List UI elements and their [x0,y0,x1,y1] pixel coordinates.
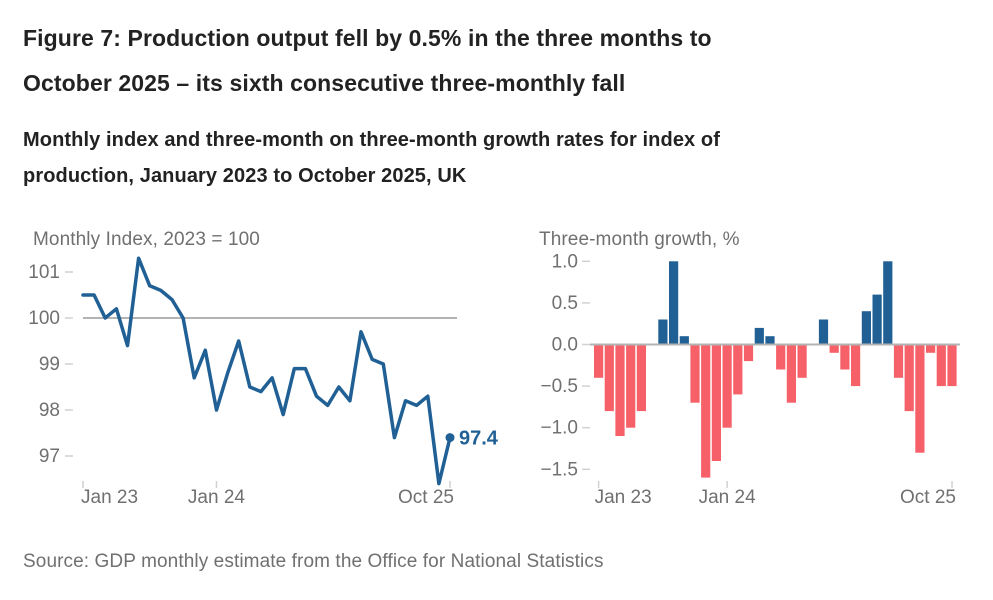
line-chart-title: Monthly Index, 2023 = 100 [33,229,260,250]
growth-bar-negative [711,344,721,461]
y-axis-label: −0.5 [540,376,578,397]
bar-chart-title: Three-month growth, % [539,229,740,250]
x-axis-label: Oct 25 [900,487,956,508]
growth-bar-positive [679,336,689,345]
end-point-value-label: 97.4 [459,428,499,450]
y-axis-label: −1.0 [540,418,578,439]
figure-title-line1: Figure 7: Production output fell by 0.5%… [23,25,712,51]
growth-bar-negative [626,344,636,428]
growth-bar-negative [615,344,625,436]
monthly-index-line-series [81,256,452,486]
figure-title-line2: October 2025 – its sixth consecutive thr… [23,70,626,96]
x-axis-label: Jan 24 [699,487,756,508]
growth-bar-negative [786,344,796,403]
figure-subtitle: Monthly index and three-month on three-m… [23,122,903,194]
growth-bar-negative [936,344,946,387]
growth-bar-positive [765,336,775,345]
y-axis-label: 101 [28,262,60,283]
growth-bar-positive [861,311,871,345]
growth-bar-positive [754,327,764,345]
y-axis-label: 98 [39,400,60,421]
source-note: Source: GDP monthly estimate from the Of… [23,551,604,572]
growth-bar-negative [636,344,646,412]
growth-bar-negative [851,344,861,387]
line-chart-monthly-index: 101 100 99 98 97 Jan 23 Jan 24 Oct 25 97.4 [28,256,499,508]
y-axis-label: 0.5 [552,293,578,314]
y-axis-label: 97 [39,446,60,467]
x-axis-label: Jan 23 [595,487,652,508]
end-point-dot [445,433,455,443]
growth-bar-negative [701,344,711,478]
growth-bar-positive [883,261,893,345]
x-axis-label: Oct 25 [398,487,454,508]
y-axis-label: 1.0 [552,251,578,272]
x-axis-label: Jan 24 [188,487,245,508]
bar-chart-three-month-growth: 1.0 0.5 0.0 −0.5 −1.0 −1.5 Jan 23 Jan 24 Oct 25 [540,251,960,508]
growth-bar-negative [733,344,743,395]
growth-bar-negative [893,344,904,378]
growth-bar-negative [743,344,754,362]
growth-bar-negative [904,344,914,412]
figure-subtitle-line2: production, January 2023 to October 2025… [23,165,467,187]
y-axis-label: 99 [39,354,60,375]
figure-title: Figure 7: Production output fell by 0.5%… [23,16,883,106]
y-axis-label: 100 [28,308,60,329]
growth-bar-negative [797,344,807,378]
growth-bar-positive [818,319,829,345]
growth-bar-negative [926,344,936,353]
growth-bar-negative [594,344,604,378]
growth-bar-negative [840,344,850,370]
growth-bar-negative [776,344,786,370]
growth-bar-negative [947,344,957,387]
x-axis-label: Jan 23 [81,487,138,508]
y-axis-label: 0.0 [552,335,578,356]
growth-bar-negative [915,344,925,453]
growth-bar-negative [829,344,839,353]
growth-bar-negative [722,344,732,428]
growth-bar-negative [690,344,700,403]
y-axis-label: −1.5 [540,459,578,480]
figure-subtitle-line1: Monthly index and three-month on three-m… [23,129,720,151]
growth-bar-negative [604,344,614,412]
growth-bar-positive [872,294,882,345]
growth-bar-positive [669,261,679,345]
growth-bar-positive [658,319,668,345]
